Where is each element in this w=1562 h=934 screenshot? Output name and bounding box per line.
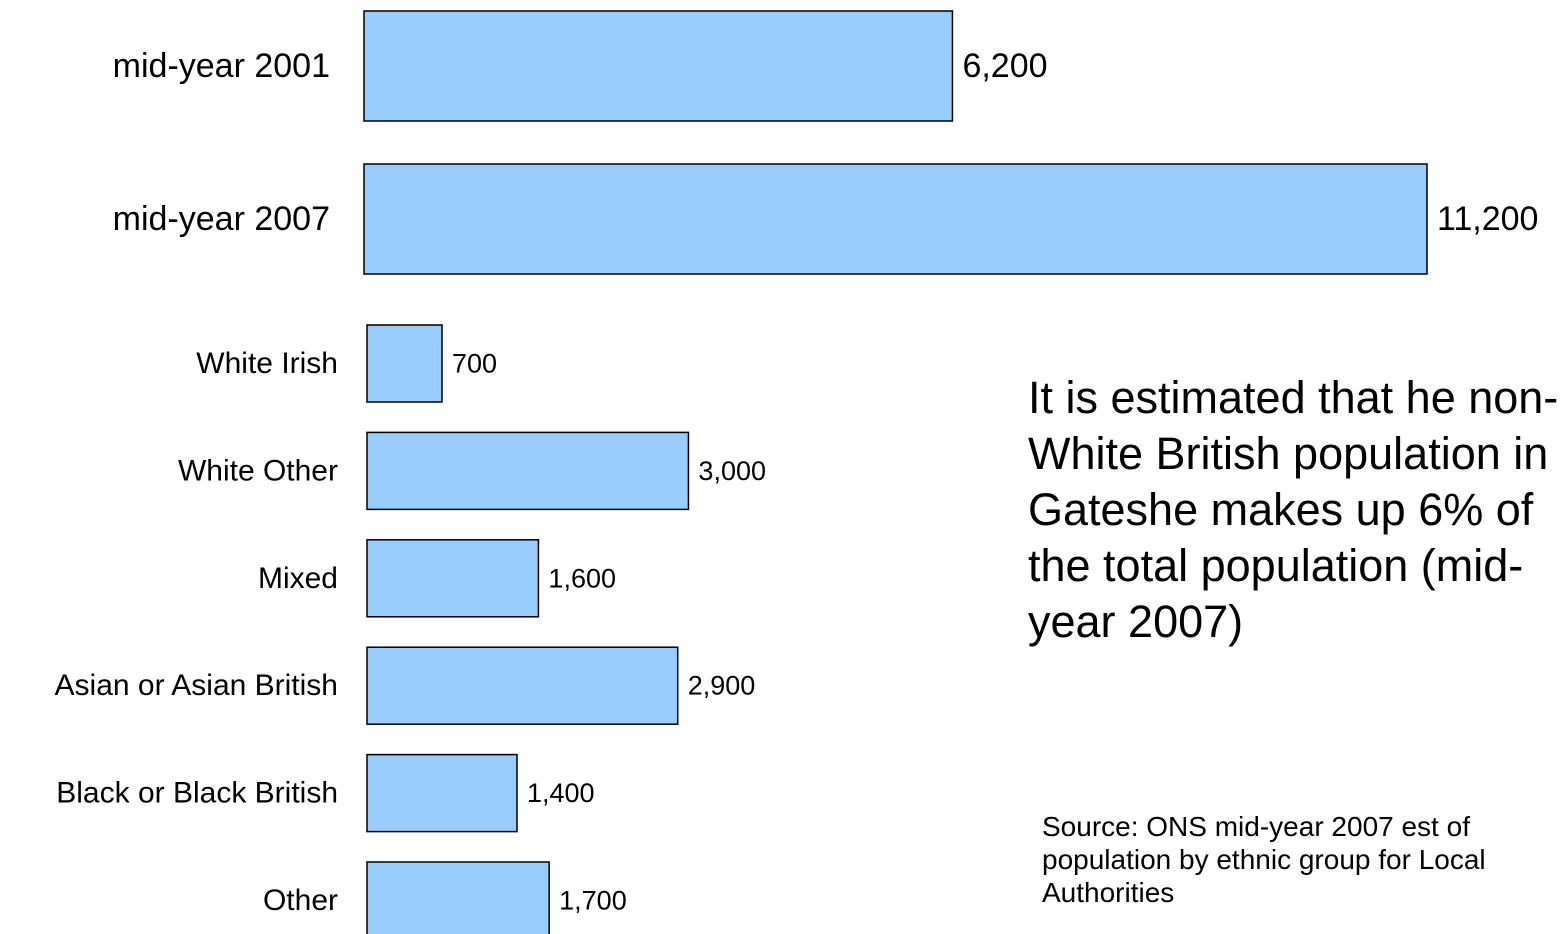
bar-1-1 [366, 431, 690, 511]
bar-1-5 [366, 861, 550, 934]
annotation-text: It is estimated that he non-White Britis… [1028, 372, 1559, 647]
value-label-1-4: 1,400 [527, 778, 595, 808]
category-label-0-1: mid-year 2007 [113, 200, 330, 238]
bar-1-2 [366, 539, 540, 618]
bar-1-3 [366, 646, 679, 725]
bar-1-0 [366, 324, 443, 403]
value-label-0-1: 11,200 [1437, 200, 1538, 238]
bar-0-1 [363, 163, 1428, 275]
category-label-1-4: Black or Black British [56, 777, 338, 810]
value-label-1-0: 700 [452, 349, 497, 379]
source-note: Source: ONS mid-year 2007 est of populat… [1042, 811, 1486, 908]
bottom-chart: White Irish 700 White Other 3,000 Mixed 1,600… [55, 324, 766, 934]
category-label-1-5: Other [263, 884, 338, 917]
category-label-1-1: White Other [178, 454, 338, 487]
value-label-1-1: 3,000 [698, 456, 766, 486]
category-label-0-0: mid-year 2001 [113, 47, 330, 85]
category-label-1-2: Mixed [258, 562, 338, 595]
bar-0-0 [363, 10, 954, 122]
value-label-1-3: 2,900 [688, 671, 756, 701]
category-label-1-0: White Irish [196, 347, 338, 380]
bar-1-4 [366, 753, 518, 833]
category-label-1-3: Asian or Asian British [55, 669, 338, 702]
top-chart: mid-year 2001 6,200 mid-year 2007 11,200 [113, 10, 1538, 275]
value-label-0-0: 6,200 [962, 47, 1047, 85]
value-label-1-2: 1,600 [548, 563, 616, 593]
value-label-1-5: 1,700 [559, 886, 627, 916]
